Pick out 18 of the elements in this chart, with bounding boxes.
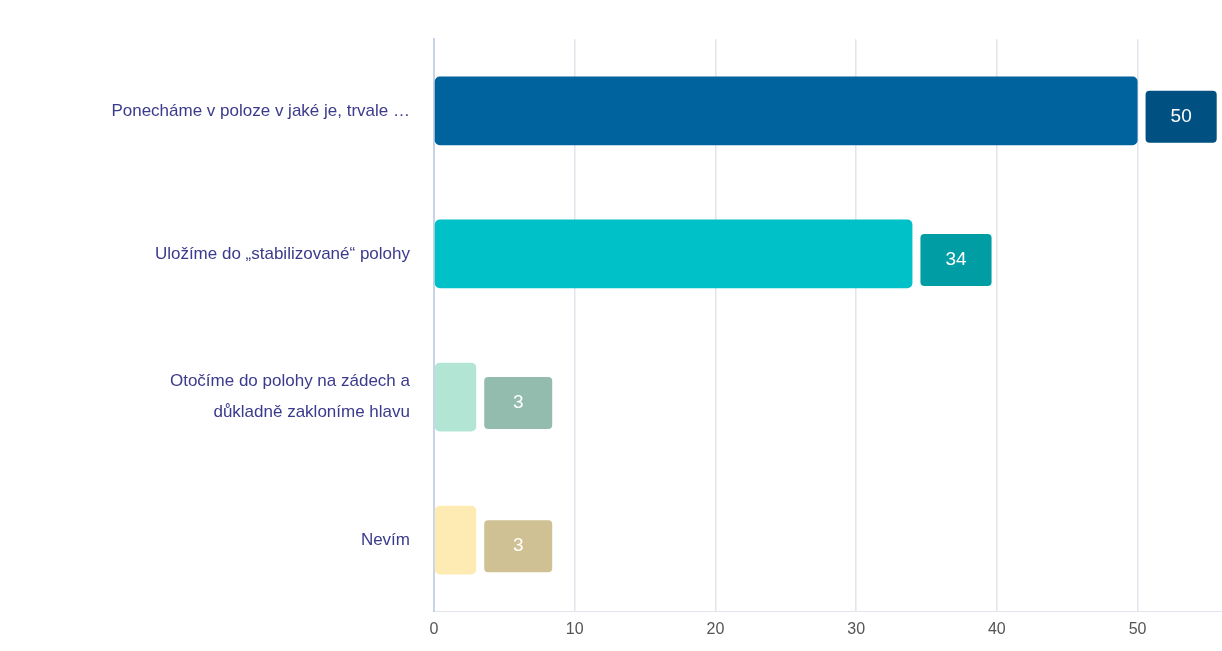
data-label: 3 [512, 534, 524, 556]
y-tick-label: Otočíme do polohy na zádech a důkladně zakloníme hlavu [169, 371, 411, 422]
x-tick-label: 50 [1128, 619, 1147, 637]
x-tick-label: 0 [429, 619, 439, 637]
data-label: 3 [512, 391, 524, 413]
data-label: 50 [1170, 105, 1192, 127]
x-tick-label: 30 [847, 619, 866, 637]
bar [434, 219, 913, 289]
data-label: 34 [945, 248, 967, 270]
y-tick-label: Nevím [360, 529, 410, 549]
x-tick-label: 10 [565, 619, 584, 637]
x-tick-label: 20 [706, 619, 725, 637]
y-tick-label: Uložíme do „stabilizované“ polohy [154, 243, 411, 263]
bar [434, 362, 477, 432]
bar [434, 76, 1138, 146]
y-tick-label: Ponecháme v poloze v jaké je, trvale … [111, 100, 410, 120]
x-tick-label: 40 [987, 619, 1006, 637]
bar [434, 505, 477, 575]
